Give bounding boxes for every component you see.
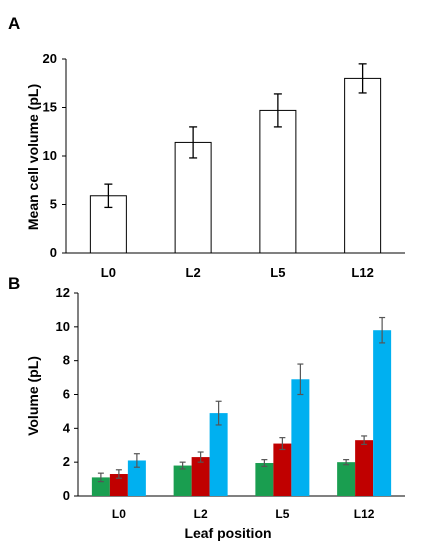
- chart-a-ytick-label: 10: [43, 148, 57, 163]
- chart-b-bar: [173, 465, 192, 496]
- chart-b-bar: [255, 463, 274, 496]
- chart-b-ytick-label: 12: [56, 285, 70, 300]
- chart-b-bar: [337, 462, 356, 496]
- chart-b-bar: [355, 440, 374, 496]
- chart-b-ytick-label: 0: [63, 488, 70, 503]
- chart-a-xtick-label: L12: [351, 265, 373, 280]
- chart-b-xtick-label: L12: [354, 507, 375, 521]
- chart-a-bar: [344, 77, 382, 254]
- chart-a-xtick-label: L0: [101, 265, 116, 280]
- chart-b-bar: [127, 460, 146, 496]
- chart-a-xtick-label: L5: [270, 265, 285, 280]
- chart-b-bar: [191, 457, 210, 496]
- chart-b-bar: [373, 330, 392, 496]
- chart-b-bar: [273, 443, 292, 496]
- chart-a-bar: [174, 141, 212, 254]
- panel-a-letter: A: [8, 14, 20, 33]
- chart-a-bar: [259, 109, 297, 254]
- chart-b-ytick-label: 2: [63, 454, 70, 469]
- chart-b-ylabel: Volume (pL): [25, 356, 41, 436]
- chart-b-ytick-label: 8: [63, 353, 70, 368]
- chart-b-ytick-label: 4: [63, 420, 71, 435]
- chart-b-bar: [209, 413, 228, 496]
- chart-a-ytick-label: 5: [50, 197, 57, 212]
- chart-b: Volume (pL) Leaf position 0 2 4 6 8 10 12 L0 L2 L…: [25, 285, 405, 541]
- chart-a-ylabel: Mean cell volume (pL): [25, 84, 41, 230]
- chart-a-ytick-label: 15: [43, 100, 57, 115]
- chart-b-xtick-label: L2: [194, 507, 208, 521]
- panel-b-letter: B: [8, 274, 20, 293]
- chart-b-ytick-label: 6: [63, 387, 70, 402]
- chart-b-xtick-label: L0: [112, 507, 126, 521]
- chart-a-xtick-label: L2: [186, 265, 201, 280]
- chart-b-xlabel: Leaf position: [184, 525, 271, 541]
- chart-b-bar: [109, 474, 128, 496]
- chart-a: Mean cell volume (pL) 0 5 10 15 20 L0 L2 L5 L12: [25, 51, 405, 280]
- chart-a-ytick-label: 0: [50, 245, 57, 260]
- chart-a-ytick-label: 20: [43, 51, 57, 66]
- chart-b-bar: [291, 379, 310, 496]
- chart-b-xtick-label: L5: [275, 507, 289, 521]
- chart-b-bar: [91, 477, 110, 496]
- chart-b-ytick-label: 10: [56, 319, 70, 334]
